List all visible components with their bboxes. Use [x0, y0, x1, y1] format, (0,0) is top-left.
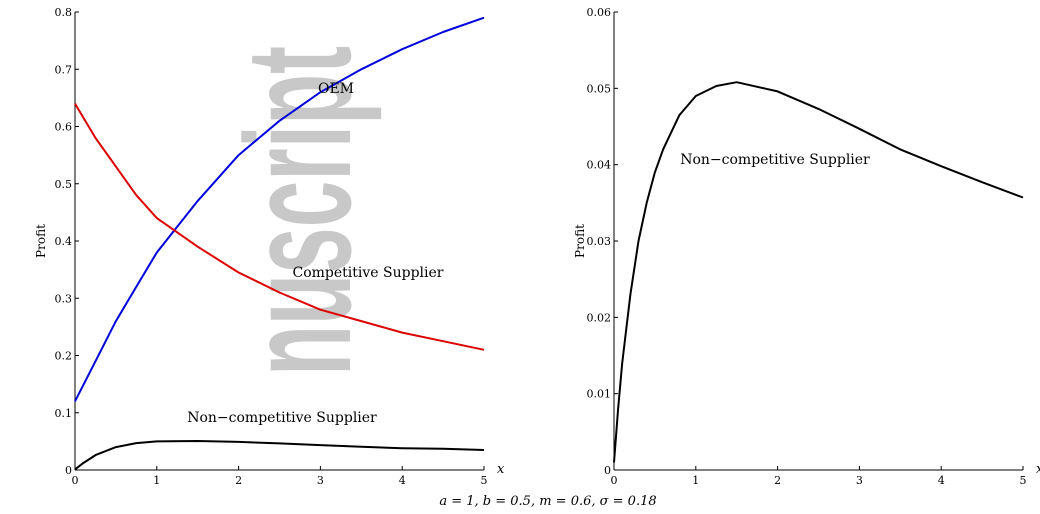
- left-y-tick-label: 0.1: [55, 407, 73, 420]
- left-series-line-1: [74, 16, 485, 402]
- right-series-line-1: [613, 81, 1024, 463]
- left-x-tick-label: 0: [72, 474, 79, 487]
- chart-right: 0 0.01 0.02 0.03 0.04 0.05 0.06 0 1 2 3 4 5 Profit x No…: [573, 6, 1040, 487]
- right-series-label-1: Non−competitive Supplier: [680, 152, 870, 168]
- right-y-tick-label: 0: [604, 464, 611, 477]
- left-x-tick-label: 1: [153, 474, 160, 487]
- right-x-tick-label: 5: [1020, 474, 1027, 487]
- left-series-label-2: Competitive Supplier: [293, 265, 444, 281]
- watermark-text: nuscript: [214, 46, 382, 376]
- left-series-label-3: Non−competitive Supplier: [187, 410, 377, 426]
- left-x-tick-label: 3: [317, 474, 324, 487]
- right-x-tick-label: 4: [938, 474, 945, 487]
- left-x-tick-label: 4: [399, 474, 406, 487]
- caption: a = 1, b = 0.5, m = 0.6, σ = 0.18: [439, 494, 656, 509]
- right-y-tick-label: 0.04: [587, 159, 612, 172]
- left-y-tick-label: 0.5: [55, 178, 73, 191]
- left-series-label-1: OEM: [318, 81, 354, 97]
- chart-left: 0 0.1 0.2 0.3 0.4 0.5 0.6 0.7 0.8 0 1 2 3 4 5 Profit x OE…: [34, 6, 505, 487]
- right-y-tick-label: 0.05: [587, 82, 612, 95]
- left-y-tick-label: 0.3: [55, 292, 73, 305]
- right-x-tick-label: 1: [692, 474, 699, 487]
- right-y-tick-label: 0.06: [587, 6, 612, 19]
- left-y-axis-label: Profit: [34, 224, 48, 258]
- left-y-tick-label: 0.7: [55, 63, 73, 76]
- left-y-tick-label: 0.8: [55, 6, 73, 19]
- right-y-tick-label: 0.02: [587, 311, 612, 324]
- left-y-tick-label: 0: [65, 464, 72, 477]
- right-x-tick-label: 3: [856, 474, 863, 487]
- left-y-tick-label: 0.6: [55, 121, 73, 134]
- right-x-tick-label: 2: [774, 474, 781, 487]
- left-y-tick-label: 0.4: [55, 235, 73, 248]
- right-x-axis-label: x: [1036, 462, 1040, 477]
- left-x-axis-label: x: [497, 462, 505, 477]
- right-x-tick-label: 0: [611, 474, 618, 487]
- left-x-tick-label: 2: [235, 474, 242, 487]
- left-x-tick-label: 5: [481, 474, 488, 487]
- left-y-tick-label: 0.2: [55, 350, 73, 363]
- right-y-tick-label: 0.03: [587, 235, 612, 248]
- left-series-line-3: [74, 440, 485, 471]
- left-series-line-2: [74, 103, 485, 351]
- right-y-tick-label: 0.01: [587, 388, 612, 401]
- right-y-axis-label: Profit: [573, 224, 587, 258]
